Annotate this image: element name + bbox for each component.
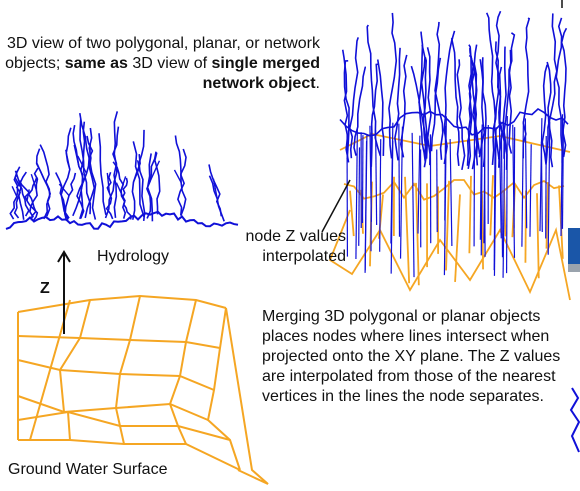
hydrology-network xyxy=(5,111,239,230)
node-z-note: node Z values interpolated xyxy=(245,228,346,265)
intro-text-1: 3D view of two polygonal, planar, or net… xyxy=(5,35,320,72)
intro-text-2: 3D view of xyxy=(127,55,212,72)
z-axis-label: Z xyxy=(40,280,50,297)
right-edge-fragment xyxy=(568,228,580,453)
intro-text-3: . xyxy=(315,75,320,92)
intro-bold-merged: single merged network object xyxy=(202,55,320,92)
intro-caption: 3D view of two polygonal, planar, or net… xyxy=(0,34,320,94)
z-axis-arrow xyxy=(57,250,71,334)
hydrology-label: Hydrology xyxy=(97,248,170,265)
ground-water-surface-mesh xyxy=(17,294,269,485)
ground-water-label: Ground Water Surface xyxy=(8,461,168,478)
node-pointer-line xyxy=(321,179,351,233)
intro-bold-same-as: same as xyxy=(64,55,128,72)
merge-explanation: Merging 3D polygonal or planar objects p… xyxy=(262,308,561,405)
merged-network-object xyxy=(328,10,571,301)
